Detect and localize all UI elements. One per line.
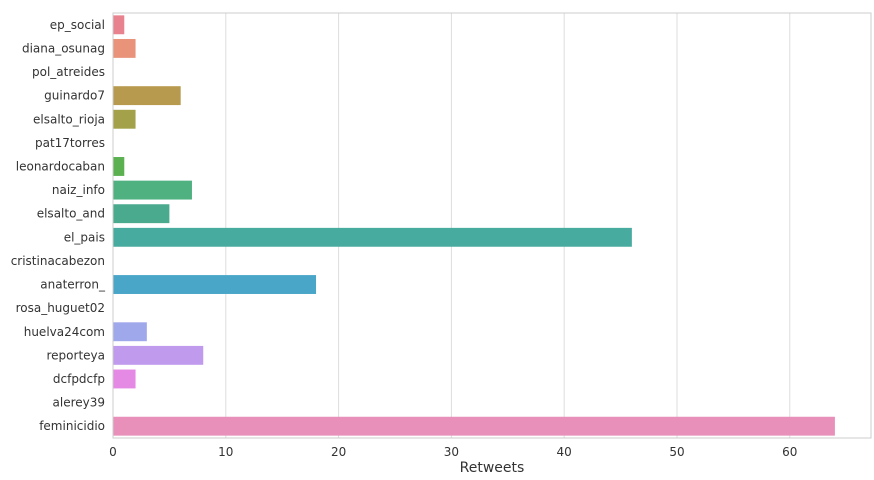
category-label: ep_social bbox=[50, 18, 105, 32]
category-label: anaterron_ bbox=[40, 278, 106, 292]
category-label: reporteya bbox=[47, 348, 106, 362]
category-label: alerey39 bbox=[53, 396, 106, 410]
category-label: rosa_huguet02 bbox=[16, 301, 105, 315]
category-label: el_pais bbox=[64, 230, 105, 244]
x-tick-label: 40 bbox=[557, 445, 572, 459]
bar-huelva24com bbox=[113, 322, 147, 342]
category-labels: ep_social diana_osunag pol_atreidesguinard… bbox=[11, 18, 106, 433]
bar-reporteya bbox=[113, 345, 204, 365]
category-label: pat17torres bbox=[35, 136, 105, 150]
x-tick-label: 60 bbox=[782, 445, 797, 459]
category-label: diana_osunag bbox=[22, 41, 105, 55]
plot-frame bbox=[112, 12, 872, 439]
x-tick-label: 50 bbox=[669, 445, 684, 459]
bar-el_pais bbox=[113, 227, 632, 247]
bars bbox=[113, 15, 835, 436]
category-label: feminicidio bbox=[39, 419, 105, 433]
x-axis-title: Retweets bbox=[460, 460, 525, 476]
bar-feminicidio bbox=[113, 416, 835, 436]
bar-guinardo7 bbox=[113, 86, 181, 106]
x-tick-label: 10 bbox=[218, 445, 233, 459]
gridlines bbox=[112, 13, 791, 438]
category-label: dcfpdcfp bbox=[53, 372, 105, 386]
category-label: huelva24com bbox=[24, 325, 105, 339]
category-label: naiz_info bbox=[52, 183, 105, 197]
category-label: cristinacabezon bbox=[11, 254, 105, 268]
x-tick-label: 20 bbox=[331, 445, 346, 459]
category-label: elsalto_rioja bbox=[33, 112, 105, 126]
bar-leonardocaban bbox=[113, 157, 125, 176]
category-label: pol_atreides bbox=[32, 65, 105, 79]
category-label: guinardo7 bbox=[44, 89, 105, 103]
x-tick-labels: 0 10 20 30 40 50 60 bbox=[109, 445, 797, 459]
bar-elsalto_rioja bbox=[113, 109, 136, 129]
bar-elsalto_and bbox=[113, 204, 170, 224]
x-tick-label: 30 bbox=[444, 445, 459, 459]
bar-naiz_info bbox=[113, 180, 192, 200]
bar-diana_osunag bbox=[113, 38, 136, 58]
bar-dcfpdcfp bbox=[113, 369, 136, 389]
category-label: elsalto_and bbox=[37, 207, 105, 221]
x-tick-label: 0 bbox=[109, 445, 117, 459]
category-label: leonardocaban bbox=[16, 159, 105, 173]
bar-ep_social bbox=[113, 15, 125, 35]
bar-anaterron_ bbox=[113, 275, 317, 294]
